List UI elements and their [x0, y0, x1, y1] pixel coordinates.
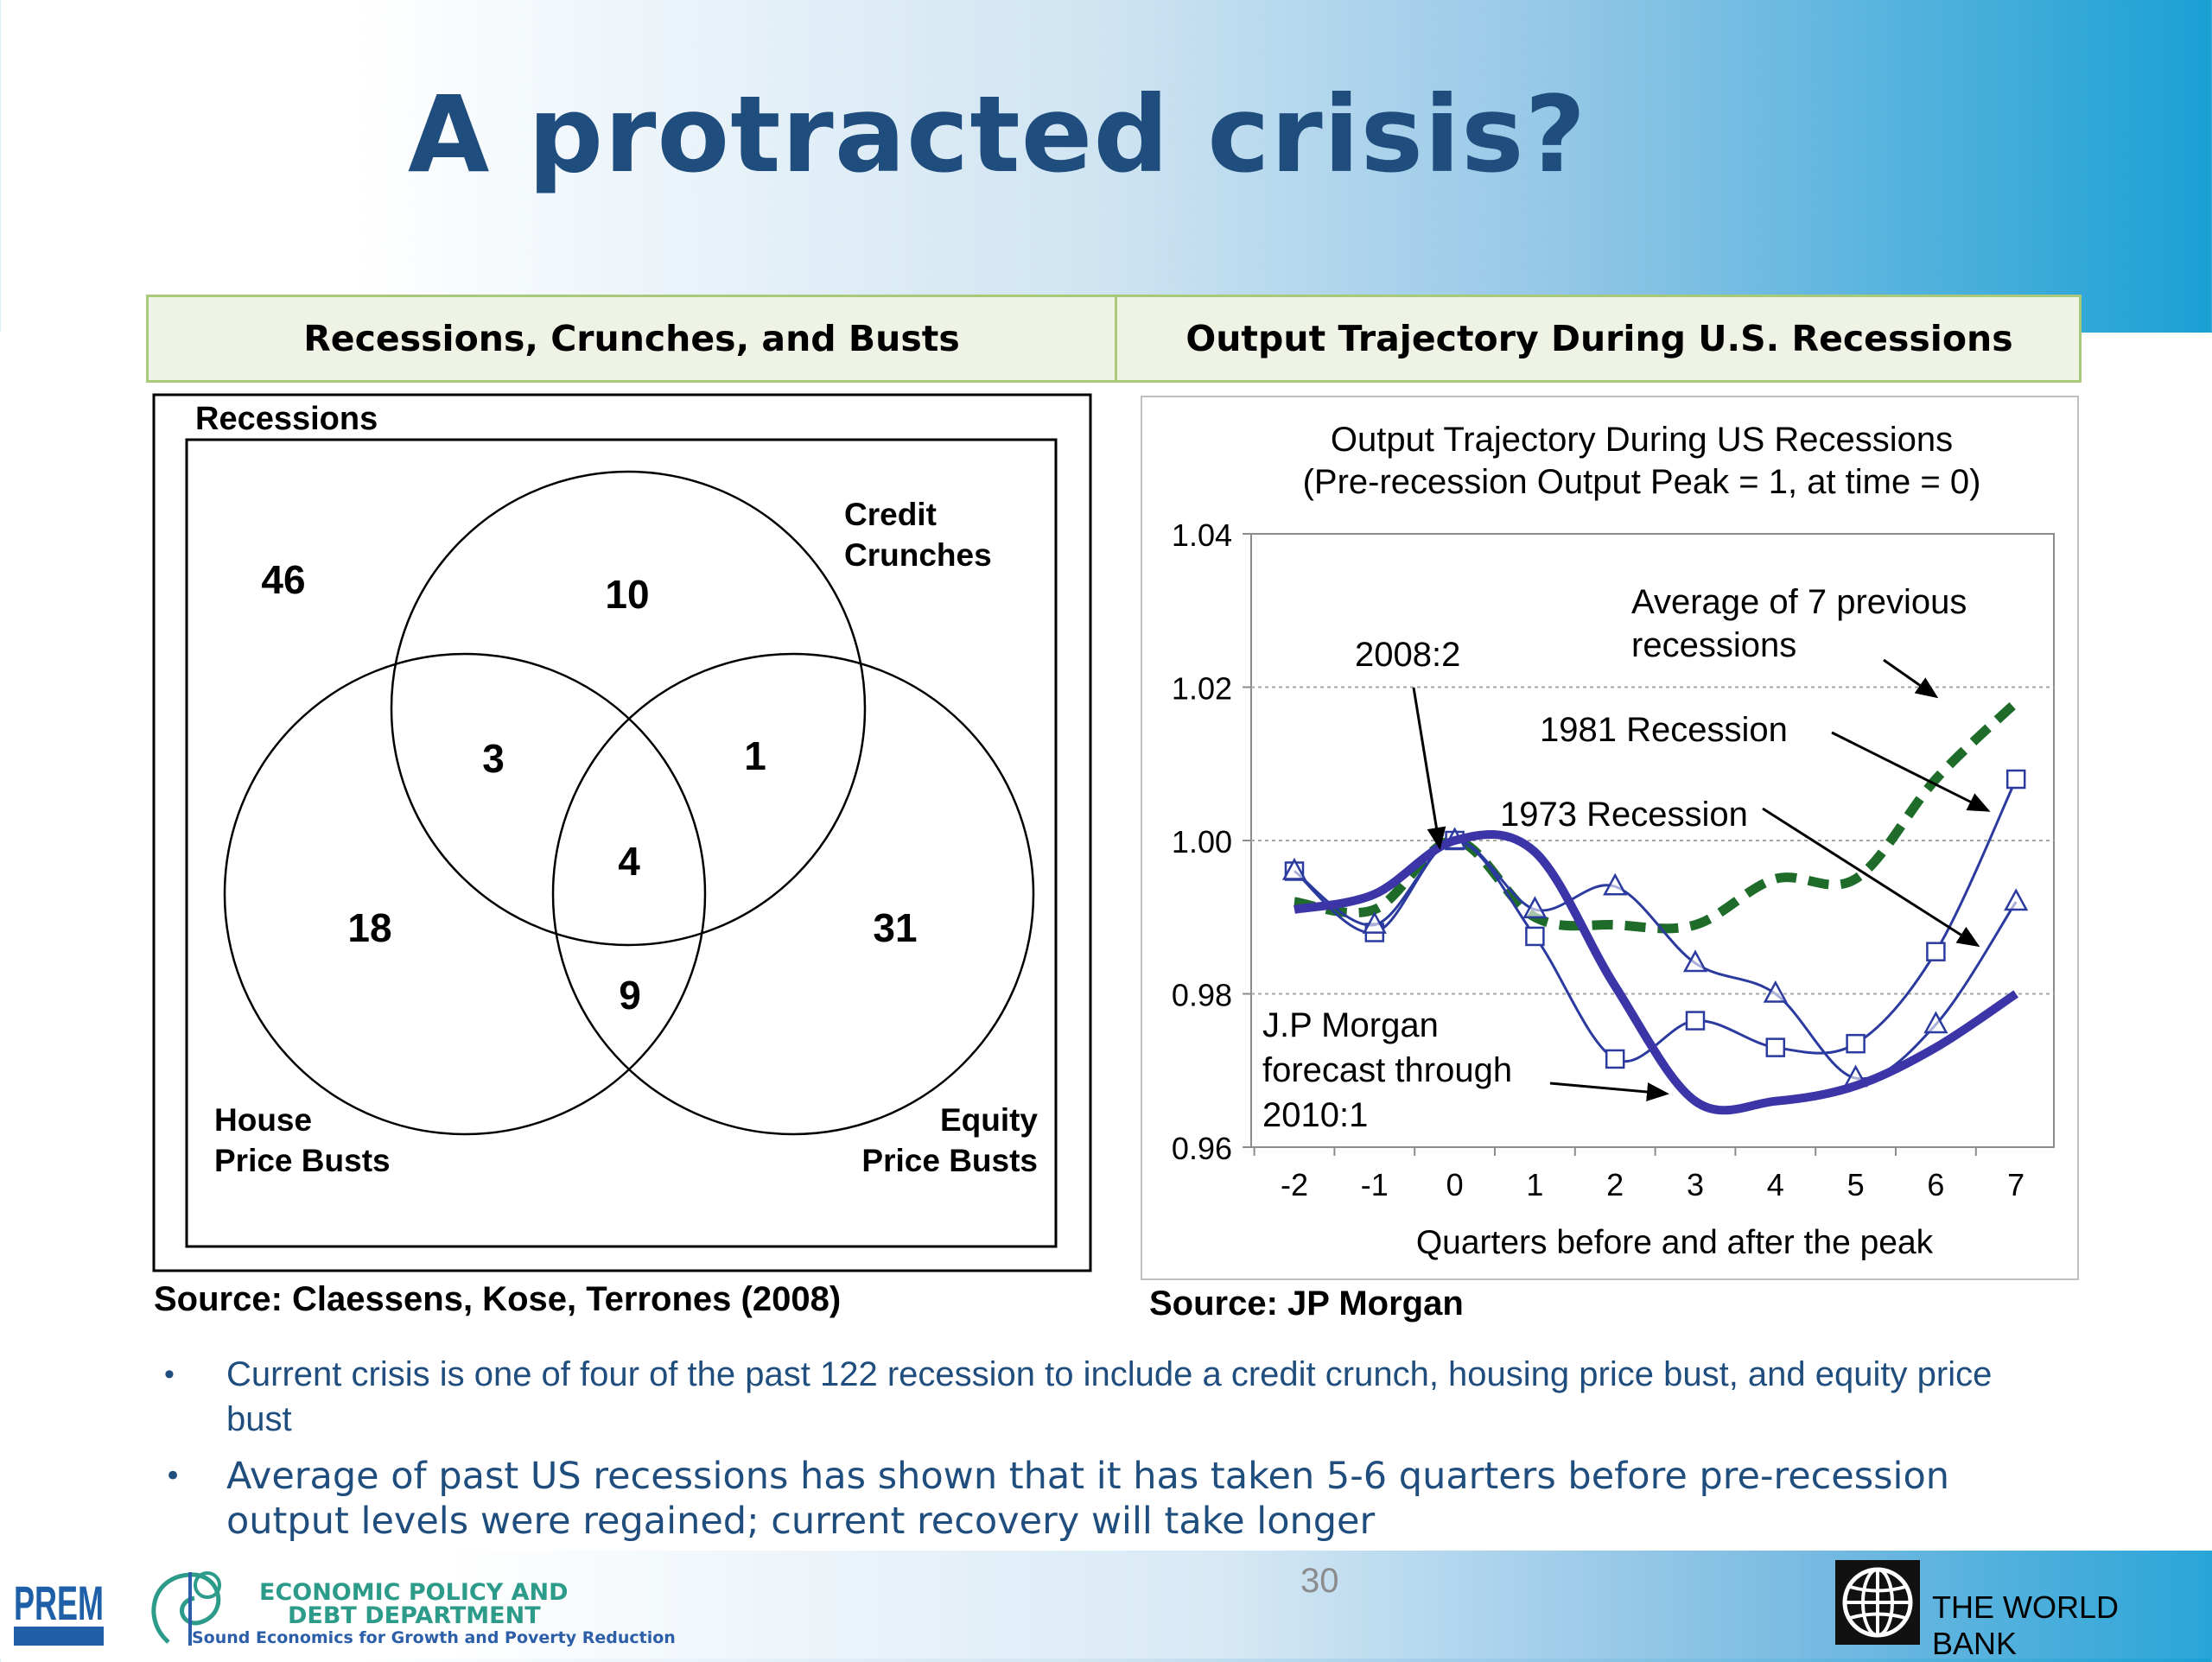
- page-number: 30: [1300, 1562, 1339, 1600]
- arrow-1981: [1831, 731, 1991, 812]
- annotation-jpm-line-1: J.P Morgan: [1262, 1006, 1439, 1044]
- annotation-average: Average of 7 previous recessions: [1631, 583, 1977, 664]
- point-r1981: [1685, 1011, 1706, 1031]
- venn-diagram: Recessions Credit Crunches House Price B…: [152, 393, 1092, 1272]
- chart-y-tick-label: 0.96: [1172, 1131, 1232, 1166]
- chart-x-tick-label: -1: [1361, 1167, 1389, 1202]
- chart-x-tick-label: 2: [1606, 1167, 1624, 1202]
- annotation-1981: 1981 Recession: [1540, 711, 1788, 749]
- point-r1973: [1603, 872, 1628, 896]
- venn-equity-label-2: Price Busts: [861, 1143, 1038, 1178]
- chart-y-tick-label: 1.02: [1172, 671, 1232, 707]
- chart-x-tick-label: 7: [2007, 1167, 2024, 1202]
- series-line-r1981: [1294, 778, 2018, 1063]
- arrow-average: [1883, 658, 1939, 699]
- point-r1973: [2004, 888, 2029, 911]
- venn-house-circle: [223, 652, 707, 1136]
- venn-equity-circle: [551, 652, 1035, 1136]
- venn-outer-frame: [152, 393, 1092, 1272]
- annotation-jpm-line-3: 2010:1: [1262, 1096, 1368, 1134]
- chart-frame: [1141, 396, 2079, 1280]
- panel-header-bar: Recessions, Crunches, and Busts Output T…: [146, 295, 2082, 383]
- chart-x-tick-label: 0: [1446, 1167, 1464, 1202]
- series-line-r1973: [1294, 839, 2018, 1081]
- chart-x-tick-label: 1: [1526, 1167, 1543, 1202]
- slide-title: A protracted crisis?: [408, 73, 1587, 196]
- bullet-text-1: Current crisis is one of four of the pas…: [226, 1355, 1993, 1438]
- annotation-1973: 1973 Recession: [1500, 796, 1748, 834]
- world-bank-label: THE WORLD BANK: [1932, 1589, 2119, 1661]
- point-r1973: [1923, 1011, 1948, 1034]
- chart-x-tick-label: 6: [1927, 1167, 1944, 1202]
- point-r1973: [1281, 857, 1307, 880]
- venn-recessions-box: [185, 438, 1058, 1248]
- annotation-jpm-line-2: forecast through: [1262, 1051, 1512, 1089]
- chart-x-axis-label: Quarters before and after the peak: [1416, 1224, 1934, 1261]
- chart-x-tick-label: 4: [1767, 1167, 1784, 1202]
- venn-count-house-equity: 9: [619, 973, 641, 1018]
- point-r1981: [1926, 942, 1946, 961]
- chart-y-tick-label: 0.98: [1172, 978, 1232, 1013]
- venn-house-label-2: Price Busts: [214, 1143, 391, 1178]
- chart-y-tick-label: 1.00: [1172, 824, 1232, 860]
- left-panel-header: Recessions, Crunches, and Busts: [303, 318, 960, 359]
- annotation-average-line-1: Average of 7 previous: [1631, 583, 1967, 621]
- venn-count-recessions-only: 46: [261, 557, 305, 602]
- bullet-list: • Current crisis is one of four of the p…: [164, 1352, 2065, 1556]
- bullet-marker-2: •: [164, 1459, 182, 1494]
- venn-count-credit-only: 10: [605, 572, 649, 617]
- venn-count-house-only: 18: [347, 905, 391, 950]
- chart-x-tick-label: 5: [1847, 1167, 1865, 1202]
- chart-title: Output Trajectory During US Recessions: [1331, 421, 1953, 459]
- venn-credit-label-2: Crunches: [844, 537, 992, 573]
- point-r1973: [1522, 896, 1548, 919]
- chart-subtitle: (Pre-recession Output Peak = 1, at time …: [1303, 463, 1981, 501]
- prem-logo-text: PREM: [14, 1576, 104, 1630]
- bullet-item-2: • Average of past US recessions has show…: [164, 1454, 2065, 1544]
- annotation-jpm: J.P Morgan forecast through 2010:1: [1262, 1006, 1522, 1134]
- venn-house-label-1: House: [214, 1102, 312, 1138]
- annotation-2008q2: 2008:2: [1355, 636, 1460, 674]
- point-r1981: [1846, 1033, 1866, 1054]
- point-r1981: [1525, 926, 1545, 947]
- source-left: Source: Claessens, Kose, Terrones (2008): [154, 1280, 842, 1318]
- epdd-logo-icon: [151, 1571, 221, 1646]
- annotation-average-line-2: recessions: [1631, 626, 1796, 664]
- venn-credit-label-1: Credit: [844, 497, 937, 532]
- point-r1981: [1765, 1037, 1786, 1057]
- dept-tagline: Sound Economics for Growth and Poverty R…: [192, 1628, 676, 1647]
- chart-x-tick-label: -2: [1281, 1167, 1308, 1202]
- venn-credit-circle: [390, 470, 867, 947]
- venn-equity-label-1: Equity: [940, 1102, 1038, 1138]
- right-panel-header: Output Trajectory During U.S. Recessions: [1185, 318, 2013, 359]
- world-bank-globe-icon: [1835, 1560, 1920, 1645]
- point-r1973: [1682, 949, 1708, 973]
- point-r1973: [1362, 911, 1387, 934]
- venn-count-equity-only: 31: [873, 905, 917, 950]
- arrow-1973: [1762, 807, 1980, 948]
- prem-logo: PREM: [14, 1576, 104, 1646]
- point-r1973: [1763, 980, 1788, 1003]
- chart-y-tick-label: 1.04: [1172, 517, 1232, 553]
- dept-name-line-2: DEBT DEPARTMENT: [288, 1602, 541, 1629]
- header-divider: [1115, 297, 1117, 380]
- point-r1981: [2005, 769, 2026, 790]
- output-trajectory-chart: Output Trajectory During US Recessions (…: [1141, 396, 2079, 1280]
- venn-recessions-label: Recessions: [195, 401, 378, 437]
- bullet-text-2: Average of past US recessions has shown …: [226, 1455, 1950, 1543]
- chart-x-tick-label: 3: [1687, 1167, 1704, 1202]
- venn-count-credit-equity: 1: [744, 733, 766, 778]
- venn-count-house-credit: 3: [482, 736, 505, 781]
- bullet-item-1: • Current crisis is one of four of the p…: [164, 1352, 2065, 1442]
- source-right: Source: JP Morgan: [1149, 1285, 1464, 1323]
- series-line-jpm: [1294, 829, 2018, 1115]
- dept-name-line-1: ECONOMIC POLICY AND: [259, 1579, 569, 1606]
- point-r1981: [1605, 1049, 1625, 1069]
- venn-count-all-three: 4: [618, 839, 640, 884]
- arrow-jpm: [1549, 1082, 1669, 1101]
- arrow-2008q2: [1412, 687, 1446, 850]
- bullet-marker-1: •: [164, 1358, 175, 1391]
